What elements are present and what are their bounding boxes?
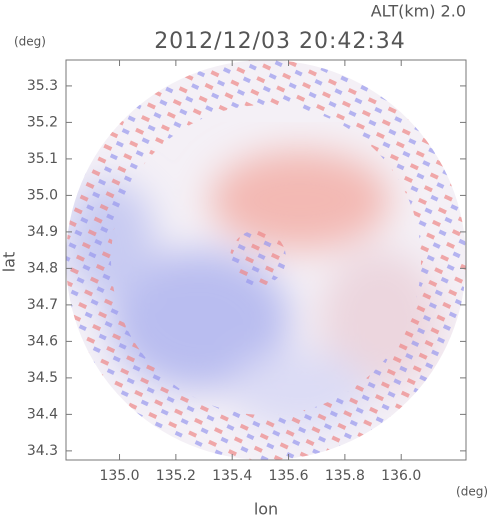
- y-tick-label: 34.9: [27, 224, 58, 240]
- y-tick-label: 35.3: [27, 78, 58, 94]
- y-tick-label: 35.1: [27, 151, 58, 167]
- radar-field: [66, 60, 466, 460]
- y-tick-label: 34.7: [27, 297, 58, 313]
- x-tick-label: 135.4: [212, 468, 252, 484]
- x-unit: (deg): [456, 485, 488, 499]
- x-tick-label: 136.0: [381, 468, 421, 484]
- y-tick-label: 35.2: [27, 114, 58, 130]
- x-tick-label: 135.8: [325, 468, 365, 484]
- y-tick-label: 34.3: [27, 443, 58, 459]
- x-tick-label: 135.2: [156, 468, 196, 484]
- x-tick-label: 135.0: [99, 468, 139, 484]
- y-tick-label: 34.5: [27, 370, 58, 386]
- x-tick-label: 135.6: [268, 468, 308, 484]
- plot-frame: [65, 59, 467, 461]
- y-tick-label: 35.0: [27, 187, 58, 203]
- x-axis-label: lon: [254, 500, 278, 519]
- chart-title: 2012/12/03 20:42:34: [154, 29, 406, 54]
- chart-subtitle: ALT(km) 2.0: [371, 2, 466, 21]
- y-tick-label: 34.8: [27, 260, 58, 276]
- y-axis-label: lat: [0, 252, 19, 273]
- y-unit: (deg): [14, 35, 46, 49]
- y-tick-label: 34.4: [27, 406, 58, 422]
- y-tick-label: 34.6: [27, 333, 58, 349]
